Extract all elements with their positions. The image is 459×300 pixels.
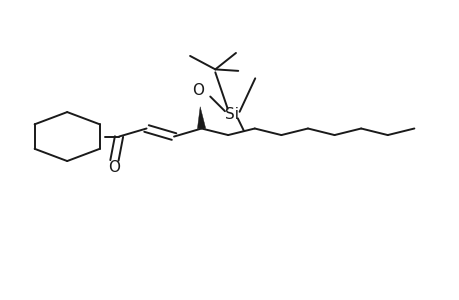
Polygon shape xyxy=(197,107,205,129)
Text: O: O xyxy=(108,160,120,175)
Text: O: O xyxy=(191,83,203,98)
Text: Si: Si xyxy=(225,107,239,122)
